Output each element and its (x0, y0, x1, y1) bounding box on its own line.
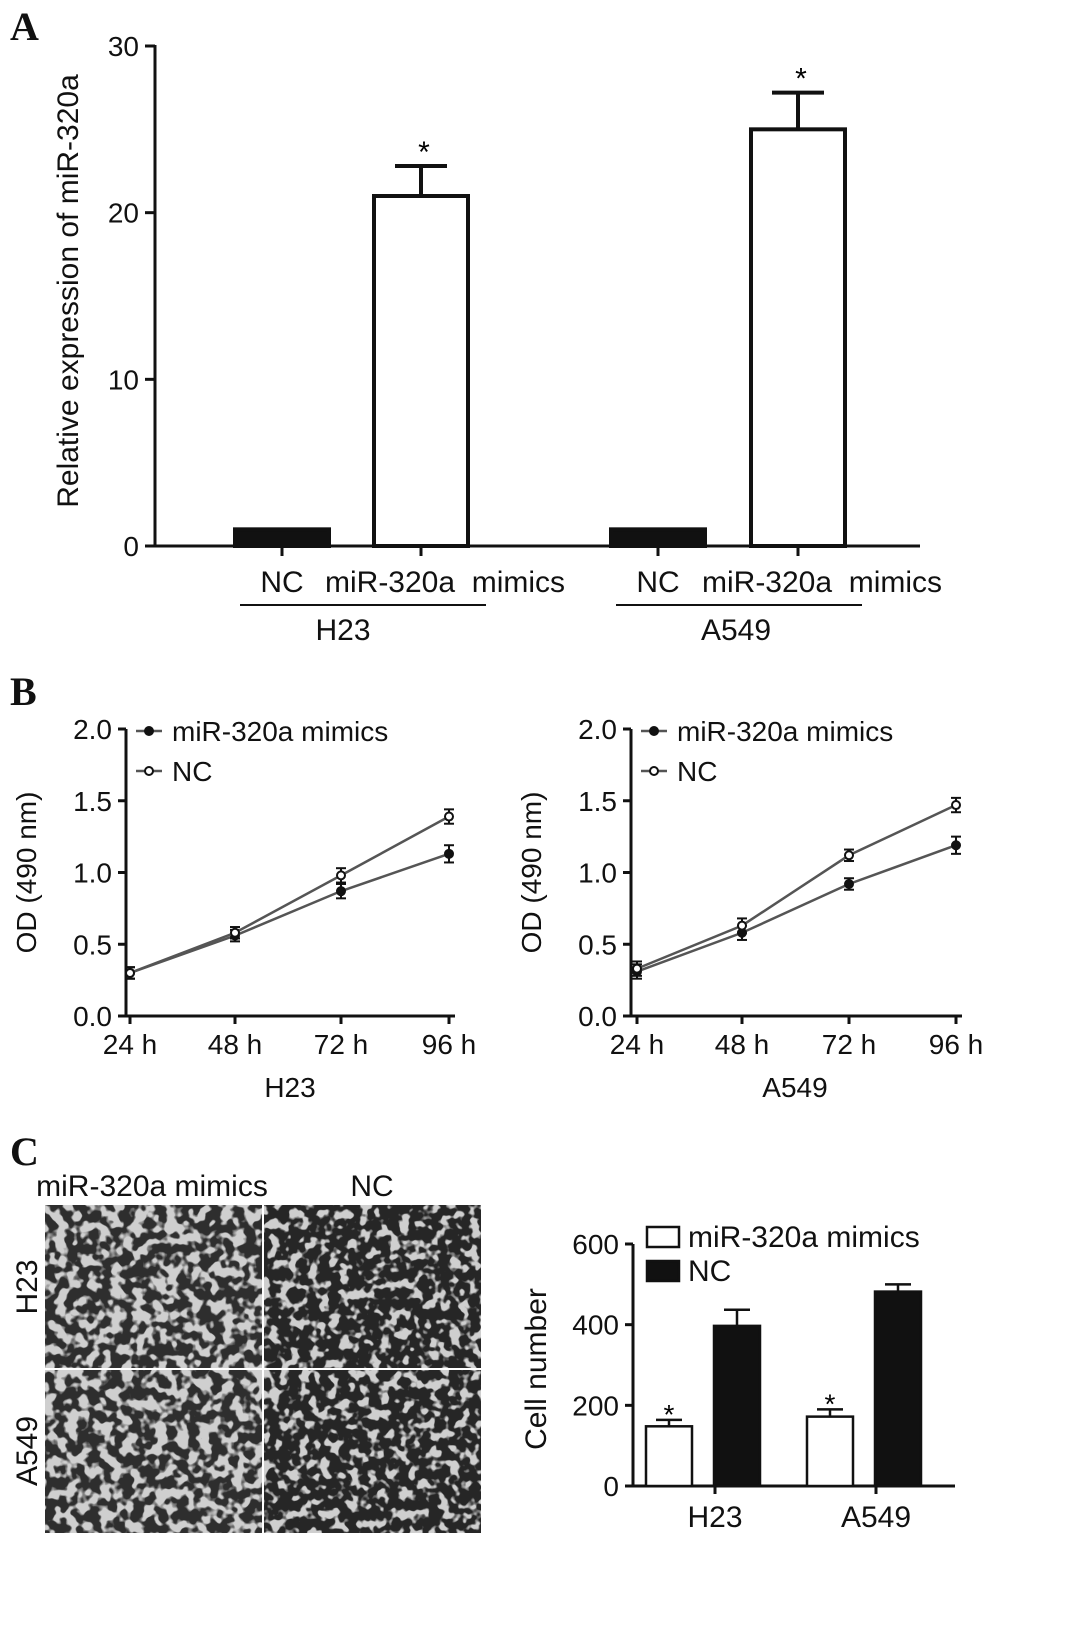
panel-b-y-tick-label: 2.0 (578, 714, 617, 745)
panel-b-legend-label: NC (677, 756, 717, 787)
panel-c-legend-swatch (645, 1225, 681, 1249)
panel-b-legend-label: miR-320a mimics (172, 716, 388, 747)
panel-b-data-point (336, 870, 346, 881)
panel-b-x-tick-label: 48 h (208, 1029, 263, 1060)
panel-a-label: A (10, 4, 39, 49)
panel-c-label: C (10, 1129, 39, 1174)
image-row-label-h23: H23 (11, 1259, 44, 1314)
panel-c-y-tick-label: 0 (603, 1471, 619, 1502)
image-col-label-nc: NC (350, 1170, 393, 1203)
panel-a-y-tick-label: 0 (123, 531, 139, 562)
panel-b-label: B (10, 669, 37, 714)
panel-c-bar (712, 1324, 762, 1488)
panel-c-transwell-images: miR-320a mimics NC H23 A549 (11, 1170, 481, 1533)
panel-b-y-tick-label: 0.0 (578, 1001, 617, 1032)
image-row-label-a549: A549 (11, 1416, 44, 1486)
panel-b-y-tick-label: 2.0 (73, 714, 112, 745)
panel-b-data-point (737, 920, 747, 931)
image-a549-nc (264, 1370, 481, 1533)
panel-c-legend-label: miR-320a mimics (688, 1221, 920, 1254)
panel-b-x-tick-label: 96 h (929, 1029, 984, 1060)
panel-b-legend-label: miR-320a mimics (677, 716, 893, 747)
panel-b-data-point (444, 811, 454, 822)
panel-b-y-tick-label: 1.5 (73, 786, 112, 817)
panel-a-bar-label: miR-320a mimics (325, 566, 565, 599)
panel-c-legend-swatch (645, 1259, 681, 1283)
panel-c-significance-star: * (664, 1399, 675, 1430)
panel-a-group-label: A549 (701, 614, 771, 647)
panel-a-y-tick-label: 20 (108, 198, 139, 229)
panel-b-legend-marker (144, 766, 154, 776)
panel-a-y-axis-label: Relative expression of miR-320a (52, 74, 85, 508)
panel-c-y-tick-label: 200 (572, 1390, 619, 1421)
image-col-label-mimics: miR-320a mimics (36, 1170, 268, 1203)
panel-c-x-tick-label: A549 (841, 1501, 911, 1534)
panel-b-y-tick-label: 0.5 (578, 929, 617, 960)
panel-b-series-line (129, 852, 450, 975)
panel-b-data-point (632, 963, 642, 974)
panel-b-data-point (951, 800, 961, 811)
image-h23-nc (264, 1205, 481, 1368)
panel-b-series-line (636, 803, 957, 970)
panel-b-y-tick-label: 0.5 (73, 929, 112, 960)
panel-b-data-point (444, 848, 454, 859)
panel-b-chart-title: A549 (762, 1072, 827, 1103)
panel-a-bar (233, 527, 331, 548)
panel-b-data-point (844, 850, 854, 861)
panel-b-y-tick-label: 1.0 (578, 858, 617, 889)
panel-b-legend-marker (144, 726, 154, 736)
panel-b-data-point (230, 927, 240, 938)
image-a549-mimics (45, 1370, 262, 1533)
panel-b-legend-marker (649, 766, 659, 776)
panel-c-bar (873, 1290, 923, 1488)
panel-b-chart-title: H23 (264, 1072, 315, 1103)
panel-b-y-axis-label: OD (490 nm) (11, 792, 42, 954)
panel-a-bar-label: NC (260, 566, 303, 599)
panel-a-bar (749, 127, 847, 548)
panel-b-x-tick-label: 72 h (314, 1029, 369, 1060)
panel-c-y-tick-label: 400 (572, 1310, 619, 1341)
panel-b-legend-marker (649, 726, 659, 736)
panel-c-y-tick-label: 600 (572, 1229, 619, 1260)
panel-a-group-label: H23 (315, 614, 370, 647)
panel-a-bar-label: miR-320a mimics (702, 566, 942, 599)
panel-b-x-tick-label: 48 h (715, 1029, 770, 1060)
panel-b-x-tick-label: 24 h (610, 1029, 665, 1060)
panel-b-data-point (336, 886, 346, 897)
panel-b-data-point (951, 840, 961, 851)
panel-b-line-charts: 0.0 0.5 1.0 1.5 2.0 24 h 48 h 72 h 96 h H23 OD (49… (11, 714, 983, 1103)
panel-a-y-tick-label: 30 (108, 31, 139, 62)
panel-c-bar (805, 1415, 855, 1488)
panel-a-y-tick-label: 10 (108, 364, 139, 395)
panel-b-data-point (844, 878, 854, 889)
panel-b-data-point (125, 967, 135, 978)
panel-a-bar (609, 527, 707, 548)
image-h23-mimics (45, 1205, 262, 1368)
panel-c-x-tick-label: H23 (687, 1501, 742, 1534)
panel-c-y-axis-label: Cell number (520, 1288, 553, 1450)
panel-b-x-tick-label: 72 h (822, 1029, 877, 1060)
panel-b-series-line (129, 815, 450, 975)
panel-a-bar (372, 194, 470, 548)
panel-a-significance-star: * (795, 63, 807, 96)
panel-c-bar-chart: Cell number 0 200 400 600 H23 * A549 * miR-320a … (520, 1221, 955, 1534)
panel-c-significance-star: * (825, 1388, 836, 1419)
panel-b-y-tick-label: 1.0 (73, 858, 112, 889)
panel-a-bar-chart: Relative expression of miR-320a 0 10 20 30 N… (52, 31, 942, 647)
panel-c-bar (644, 1425, 694, 1488)
panel-c-legend-label: NC (688, 1255, 731, 1288)
panel-b-y-axis-label: OD (490 nm) (516, 792, 547, 954)
panel-b-y-tick-label: 1.5 (578, 786, 617, 817)
panel-b-x-tick-label: 96 h (422, 1029, 477, 1060)
panel-b-y-tick-label: 0.0 (73, 1001, 112, 1032)
panel-b-series-line (636, 844, 957, 973)
panel-a-bar-label: NC (636, 566, 679, 599)
panel-b-x-tick-label: 24 h (103, 1029, 158, 1060)
panel-b-legend-label: NC (172, 756, 212, 787)
panel-a-significance-star: * (418, 136, 430, 169)
